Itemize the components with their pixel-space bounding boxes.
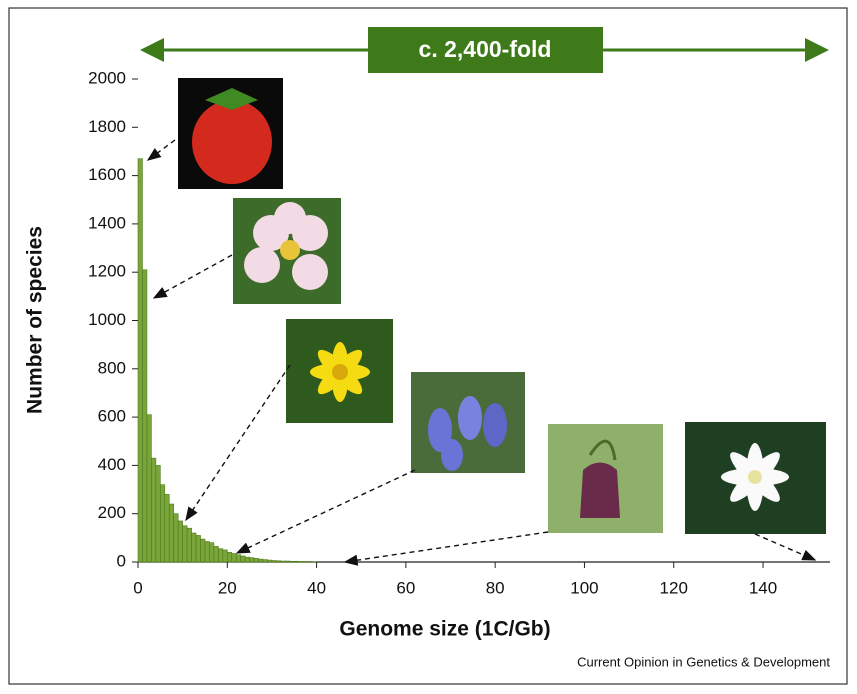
bar xyxy=(249,557,255,563)
bar xyxy=(155,465,161,563)
bar xyxy=(151,457,157,563)
bar xyxy=(285,560,291,563)
bar xyxy=(177,520,183,563)
strawberry-photo xyxy=(178,78,283,189)
bar xyxy=(160,484,166,563)
fritillary-photo xyxy=(548,424,663,533)
trillium-photo xyxy=(685,422,826,534)
y-tick-label: 1000 xyxy=(88,310,126,329)
x-tick-label: 100 xyxy=(570,578,598,597)
bar xyxy=(209,542,215,563)
source: Current Opinion in Genetics & Developmen… xyxy=(577,654,830,669)
bar xyxy=(218,548,224,563)
bar xyxy=(289,560,295,563)
bar xyxy=(142,269,148,563)
y-tick-label: 800 xyxy=(98,358,126,377)
x-tick-label: 120 xyxy=(660,578,688,597)
bar xyxy=(182,525,188,563)
x-tick-label: 0 xyxy=(133,578,142,597)
y-tick-label: 1600 xyxy=(88,165,126,184)
x-tick-label: 140 xyxy=(749,578,777,597)
buttercup-photo xyxy=(286,319,393,423)
y-tick-label: 400 xyxy=(98,455,126,474)
x-tick-label: 40 xyxy=(307,578,326,597)
frame xyxy=(8,7,848,685)
bar xyxy=(276,560,282,563)
y-axis-title: Number of species xyxy=(24,226,47,414)
bar xyxy=(200,538,206,563)
bar xyxy=(213,546,219,563)
bar xyxy=(244,556,250,563)
pointer xyxy=(185,364,291,522)
pointer xyxy=(146,139,176,161)
bar xyxy=(280,560,286,563)
annotation: c. 2,400-fold xyxy=(419,36,552,62)
y-tick-label: 1200 xyxy=(88,262,126,281)
bar xyxy=(293,560,300,563)
rose-photo xyxy=(233,198,341,304)
y-tick-label: 2000 xyxy=(88,68,126,87)
bar xyxy=(168,503,175,563)
y-tick-label: 1400 xyxy=(88,213,126,232)
bluebell-photo xyxy=(411,372,525,473)
bar xyxy=(231,553,237,563)
y-tick-label: 600 xyxy=(98,407,126,426)
x-tick-label: 80 xyxy=(486,578,505,597)
bars xyxy=(137,158,317,563)
bar xyxy=(240,555,246,563)
y-tick-label: 0 xyxy=(117,551,126,570)
x-tick-label: 60 xyxy=(396,578,415,597)
pointer xyxy=(754,533,817,561)
bar xyxy=(173,513,179,563)
y-tick-label: 1800 xyxy=(88,117,126,136)
x-axis-title: Genome size (1C/Gb) xyxy=(339,618,550,641)
bar xyxy=(222,549,228,563)
pointer xyxy=(235,469,416,554)
bar xyxy=(262,559,268,563)
bar xyxy=(235,554,241,563)
x-tick-label: 20 xyxy=(218,578,237,597)
bar xyxy=(226,552,233,563)
bar xyxy=(137,158,143,563)
y-tick-label: 200 xyxy=(98,503,126,522)
bar xyxy=(204,541,210,563)
annotation-box xyxy=(368,27,603,73)
bar xyxy=(164,494,170,563)
bar xyxy=(195,535,201,563)
bar xyxy=(146,414,152,563)
bar xyxy=(267,559,273,563)
bar xyxy=(186,527,192,563)
bar xyxy=(258,558,264,563)
bar xyxy=(253,558,259,563)
bar xyxy=(191,532,197,563)
pointer xyxy=(343,531,549,566)
pointer xyxy=(152,254,233,299)
bar xyxy=(271,560,277,563)
